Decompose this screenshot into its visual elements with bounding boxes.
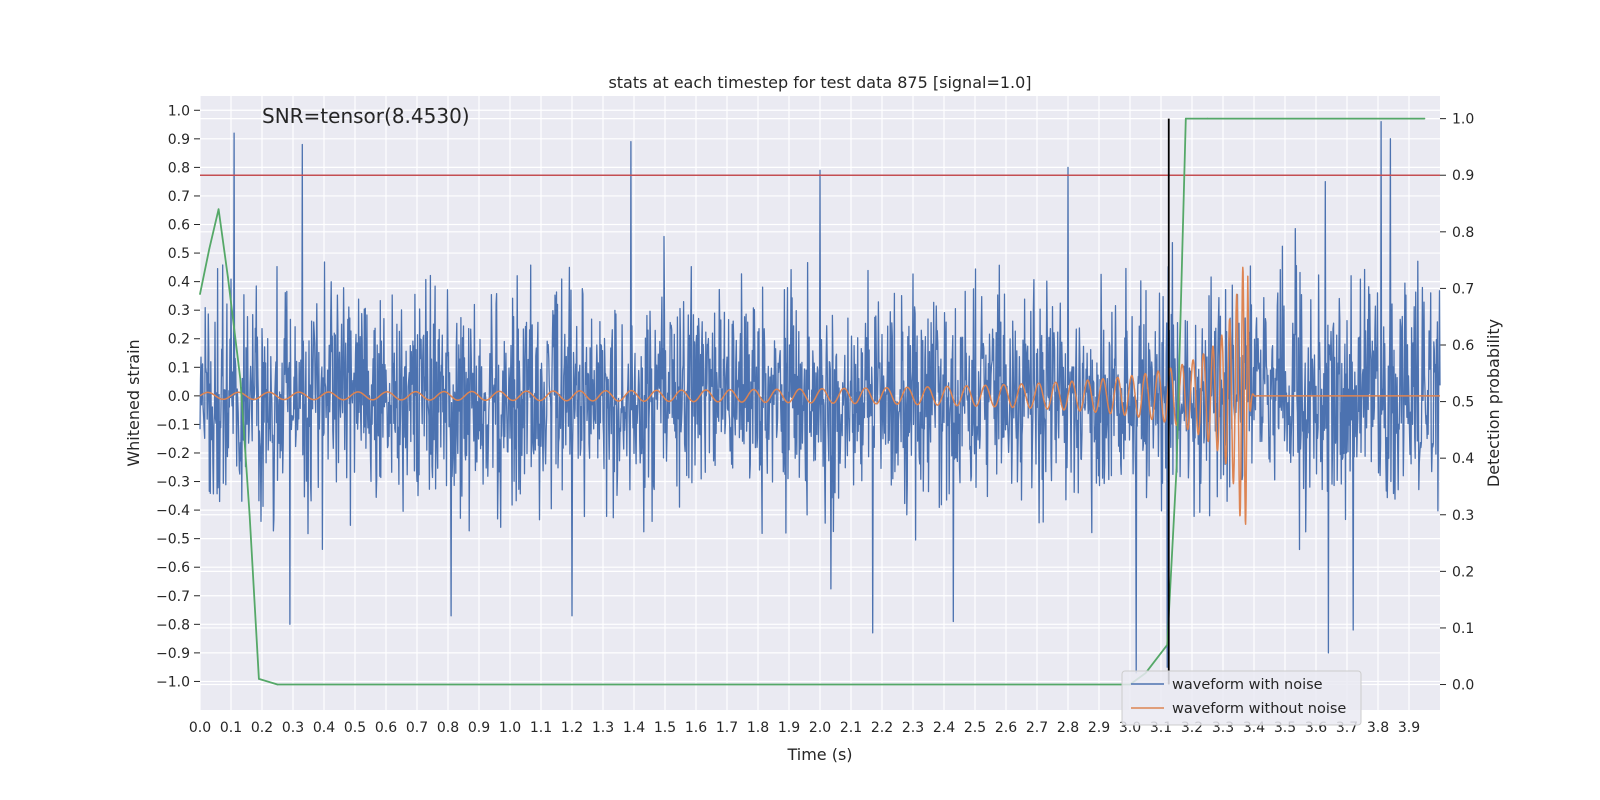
detection-probability-point bbox=[1185, 117, 1187, 120]
y2-tick-label: 0.5 bbox=[1452, 395, 1474, 411]
y-tick-label: 0.9 bbox=[168, 132, 190, 148]
detection-probability-point bbox=[199, 293, 201, 295]
x-tick-label: 0.1 bbox=[220, 720, 242, 736]
x-tick-label: 3.8 bbox=[1367, 720, 1389, 736]
x-tick-label: 1.1 bbox=[530, 720, 552, 736]
y2-tick-label: 0.9 bbox=[1452, 168, 1474, 184]
detection-probability-point bbox=[258, 678, 260, 680]
y-tick-label: −0.4 bbox=[156, 503, 190, 519]
y2-tick-label: 0.4 bbox=[1452, 451, 1474, 467]
legend-label-noise: waveform with noise bbox=[1172, 677, 1323, 693]
y-tick-label: 1.0 bbox=[168, 103, 190, 119]
x-tick-label: 0.9 bbox=[468, 720, 490, 736]
x-tick-label: 2.6 bbox=[995, 720, 1017, 736]
legend-label-clean: waveform without noise bbox=[1172, 701, 1346, 717]
y2-tick-label: 0.1 bbox=[1452, 621, 1474, 637]
y-tick-label: 0.8 bbox=[168, 160, 190, 176]
y-tick-label: −0.7 bbox=[156, 589, 190, 605]
y-tick-label: −0.3 bbox=[156, 475, 190, 491]
legend-box bbox=[1121, 670, 1362, 726]
x-tick-label: 2.8 bbox=[1057, 720, 1079, 736]
y2-tick-label: 0.3 bbox=[1452, 508, 1474, 524]
x-axis-label: Time (s) bbox=[786, 745, 852, 764]
detection-probability-point bbox=[239, 378, 242, 380]
y-tick-label: −0.1 bbox=[156, 417, 190, 433]
x-tick-label: 2.3 bbox=[902, 720, 924, 736]
legend: waveform with noise waveform without noi… bbox=[1121, 670, 1362, 726]
x-tick-label: 2.2 bbox=[871, 720, 893, 736]
y2-tick-label: 1.0 bbox=[1452, 112, 1474, 128]
x-tick-label: 0.8 bbox=[437, 720, 459, 736]
y-tick-label: 0.1 bbox=[168, 360, 190, 376]
y-tick-label: −0.9 bbox=[156, 646, 190, 662]
x-tick-label: 0.3 bbox=[282, 720, 304, 736]
x-tick-label: 1.9 bbox=[778, 720, 800, 736]
y-tick-label: 0.3 bbox=[168, 303, 190, 319]
detection-probability-point bbox=[208, 248, 211, 250]
x-tick-label: 1.7 bbox=[716, 720, 738, 736]
detection-probability-point bbox=[1423, 117, 1426, 120]
x-tick-label: 1.0 bbox=[499, 720, 521, 736]
y-axis-label: Whitened strain bbox=[124, 339, 143, 466]
x-tick-label: 2.4 bbox=[933, 720, 955, 736]
x-tick-label: 0.7 bbox=[406, 720, 428, 736]
series-detection-probability bbox=[199, 117, 1425, 686]
x-tick-label: 1.5 bbox=[654, 720, 676, 736]
chart-title: stats at each timestep for test data 875… bbox=[608, 73, 1031, 92]
y2-tick-label: 0.8 bbox=[1452, 225, 1474, 241]
snr-annotation: SNR=tensor(8.4530) bbox=[262, 104, 470, 128]
detection-probability-point bbox=[1166, 644, 1168, 646]
y-tick-label: −0.6 bbox=[156, 560, 190, 576]
y-tick-label: 0.0 bbox=[168, 389, 190, 405]
detection-probability-point bbox=[248, 514, 251, 516]
series-waveform-without-noise bbox=[199, 266, 1441, 525]
x-tick-label: 0.2 bbox=[251, 720, 273, 736]
y2-tick-label: 0.6 bbox=[1452, 338, 1474, 354]
x-tick-label: 2.7 bbox=[1026, 720, 1048, 736]
y-tick-label: −1.0 bbox=[156, 674, 190, 690]
x-tick-label: 0.4 bbox=[313, 720, 335, 736]
y-tick-label: −0.2 bbox=[156, 446, 190, 462]
y2-tick-labels: 1.0 0.9 0.8 0.7 0.6 0.5 0.4 0.3 0.2 0.1 0.0 bbox=[1452, 112, 1474, 694]
y-tick-label: 0.6 bbox=[168, 218, 190, 234]
y2-axis-label: Detection probability bbox=[1484, 319, 1503, 487]
y-tick-labels: 1.0 0.9 0.8 0.7 0.6 0.5 0.4 0.3 0.2 0.1 0.0 −0.1 −0.… bbox=[156, 103, 190, 690]
x-tick-label: 1.2 bbox=[561, 720, 583, 736]
x-tick-label: 1.8 bbox=[747, 720, 769, 736]
x-tick-label: 0.0 bbox=[189, 720, 211, 736]
x-tick-label: 1.3 bbox=[592, 720, 614, 736]
x-tick-label: 2.9 bbox=[1088, 720, 1110, 736]
y-tick-label: 0.5 bbox=[168, 246, 190, 262]
x-tick-label: 1.4 bbox=[623, 720, 645, 736]
series-layer bbox=[199, 117, 1441, 686]
series-waveform-with-noise bbox=[199, 121, 1441, 674]
detection-probability-point bbox=[1206, 117, 1209, 120]
x-tick-label: 2.1 bbox=[840, 720, 862, 736]
y2-tick-label: 0.0 bbox=[1452, 678, 1474, 694]
y-tick-label: 0.2 bbox=[168, 332, 190, 348]
y2-tick-label: 0.7 bbox=[1452, 281, 1474, 297]
x-tick-label: 2.5 bbox=[964, 720, 986, 736]
detection-probability-point bbox=[1175, 468, 1178, 471]
y2-tick-label: 0.2 bbox=[1452, 564, 1474, 580]
detection-probability-point bbox=[276, 683, 279, 686]
y-tick-label: 0.7 bbox=[168, 189, 190, 205]
detection-probability-point bbox=[227, 276, 229, 278]
x-tick-label: 1.6 bbox=[685, 720, 707, 736]
x-tick-label: 0.5 bbox=[344, 720, 366, 736]
x-tick-label: 0.6 bbox=[375, 720, 397, 736]
y-tick-label: 0.4 bbox=[168, 275, 190, 291]
x-tick-label: 3.9 bbox=[1398, 720, 1420, 736]
x-tick-label: 2.0 bbox=[809, 720, 831, 736]
y-tick-label: −0.8 bbox=[156, 617, 190, 633]
detection-probability-point bbox=[217, 208, 220, 210]
detection-probability-point bbox=[1119, 683, 1122, 686]
y-tick-label: −0.5 bbox=[156, 532, 190, 548]
